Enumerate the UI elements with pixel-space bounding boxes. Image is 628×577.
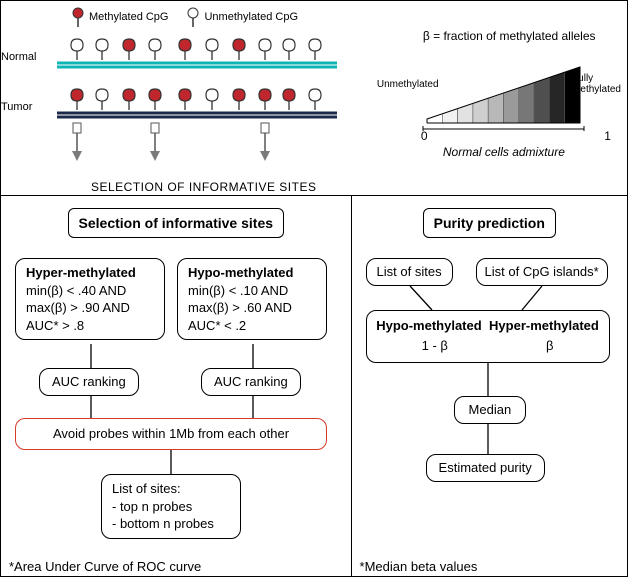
axis-labels: 0 1 xyxy=(421,129,611,143)
hypo-hyper-combo: Hypo-methylated Hyper-methylated 1 - β β xyxy=(366,310,610,363)
purity-panel: Purity prediction List of sites List of … xyxy=(352,196,627,576)
list-item1: - top n probes xyxy=(112,499,192,514)
list-islands-node: List of CpG islands* xyxy=(476,258,608,286)
hyper-line3: AUC* > .8 xyxy=(26,318,84,333)
strand-diagram xyxy=(7,5,367,180)
combo-val-left: 1 - β xyxy=(422,337,448,355)
bottom-panel: Selection of informative sites Hyper-met… xyxy=(1,196,627,576)
axis-title: Normal cells admixture xyxy=(443,145,565,159)
hypo-criteria-box: Hypo-methylated min(β) < .10 AND max(β) … xyxy=(177,258,327,340)
hyper-criteria-box: Hyper-methylated min(β) < .40 AND max(β)… xyxy=(15,258,165,340)
hypo-line3: AUC* < .2 xyxy=(188,318,246,333)
auc-rank-left: AUC ranking xyxy=(39,368,139,396)
estimated-node: Estimated purity xyxy=(426,454,545,482)
auc-rank-right: AUC ranking xyxy=(201,368,301,396)
hypo-heading: Hypo-methylated xyxy=(188,265,293,280)
median-node: Median xyxy=(454,396,527,424)
fully-label-2: methylated xyxy=(572,84,621,95)
combo-heading-left: Hypo-methylated xyxy=(376,317,481,335)
selection-panel: Selection of informative sites Hyper-met… xyxy=(1,196,352,576)
combo-val-right: β xyxy=(546,337,553,355)
purity-connectors xyxy=(352,196,627,576)
hyper-line1: min(β) < .40 AND xyxy=(26,283,126,298)
figure-container: Methylated CpG Unmethylated CpG Normal T… xyxy=(0,0,628,577)
beta-formula: β = fraction of methylated alleles xyxy=(423,29,596,43)
beta-gradient-panel: β = fraction of methylated alleles Unmet… xyxy=(383,1,627,195)
purity-title: Purity prediction xyxy=(423,208,556,238)
list-sites-node: List of sites xyxy=(366,258,453,286)
fully-label-1: Fully xyxy=(572,73,593,84)
unmethylated-label: Unmethylated xyxy=(377,79,439,90)
avoid-probes-box: Avoid probes within 1Mb from each other xyxy=(15,418,327,450)
hypo-line2: max(β) > .60 AND xyxy=(188,300,292,315)
hyper-line2: max(β) > .90 AND xyxy=(26,300,130,315)
list-heading: List of sites: xyxy=(112,481,181,496)
top-panel: Methylated CpG Unmethylated CpG Normal T… xyxy=(1,1,627,196)
axis-max: 1 xyxy=(604,129,611,143)
list-sites-box: List of sites: - top n probes - bottom n… xyxy=(101,474,241,539)
combo-heading-right: Hyper-methylated xyxy=(489,317,599,335)
hyper-heading: Hyper-methylated xyxy=(26,265,136,280)
hypo-line1: min(β) < .10 AND xyxy=(188,283,288,298)
selection-caption: SELECTION OF INFORMATIVE SITES xyxy=(91,180,316,194)
purity-footnote: *Median beta values xyxy=(360,559,478,574)
selection-footnote: *Area Under Curve of ROC curve xyxy=(9,559,201,574)
axis-min: 0 xyxy=(421,129,428,143)
selection-title: Selection of informative sites xyxy=(68,208,285,238)
methylation-schematic: Methylated CpG Unmethylated CpG Normal T… xyxy=(1,1,383,195)
list-item2: - bottom n probes xyxy=(112,516,214,531)
